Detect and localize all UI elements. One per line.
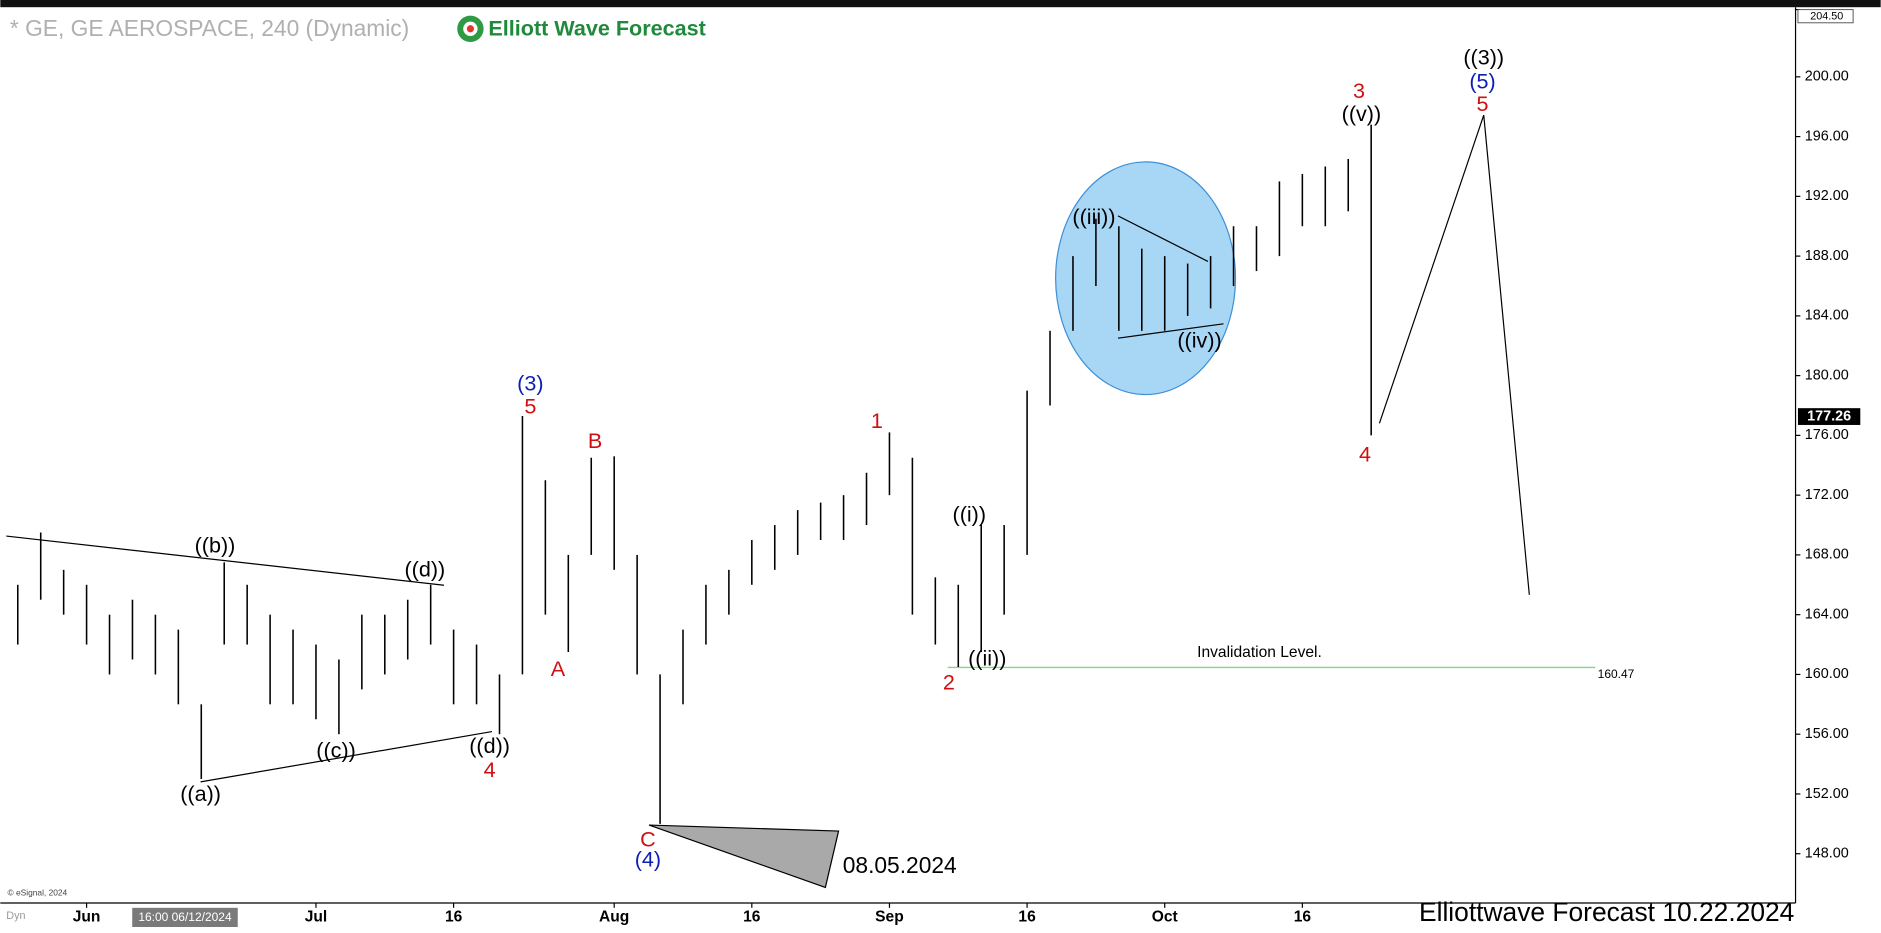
wave-label: ((iii)) (1072, 204, 1115, 229)
wedge-line (6, 535, 445, 586)
y-tick-box (1797, 9, 1854, 24)
wave-label: (4) (635, 847, 661, 872)
wave-label: ((d)) (404, 557, 445, 582)
wave-label: 3 (1353, 78, 1365, 103)
y-tick-label: 172.00 (1805, 487, 1849, 503)
y-tick-label: 164.00 (1805, 606, 1849, 622)
wave-label: B (588, 428, 602, 453)
wave-label: ((i)) (953, 501, 987, 526)
source: © eSignal, 2024 (8, 888, 68, 898)
x-tick-label: Sep (875, 909, 904, 926)
y-tick-label: 148.00 (1805, 846, 1849, 862)
y-tick-label: 188.00 (1805, 248, 1849, 264)
wave-label: 5 (1477, 91, 1489, 116)
x-tick-label: 16 (743, 909, 761, 926)
highlight-circle (1055, 161, 1237, 396)
cursor-label: 16:00 06/12/2024 (138, 910, 232, 924)
wave-label: 5 (524, 393, 536, 418)
x-tick-label: Jun (73, 909, 101, 926)
y-tick-label: 200.00 (1805, 69, 1849, 85)
wave-label: ((c)) (316, 738, 356, 763)
wave-label: 1 (871, 408, 883, 433)
cursor-box (132, 907, 238, 928)
chart-title: * GE, GE AEROSPACE, 240 (Dynamic) (10, 15, 409, 41)
y-tick-label: 204.50 (1810, 11, 1843, 23)
x-tick-label: Oct (1152, 909, 1178, 926)
y-tick-label: 152.00 (1805, 786, 1849, 802)
invalidation-value: 160.47 (1598, 667, 1635, 681)
triangle-line (1117, 323, 1224, 339)
y-tick-label: 168.00 (1805, 547, 1849, 563)
x-tick-label: 16 (1018, 909, 1036, 926)
y-tick-label: 160.00 (1805, 666, 1849, 682)
last-price-box (1797, 408, 1861, 425)
wave-label: ((iv)) (1177, 327, 1221, 352)
wave-label: 4 (1359, 441, 1371, 466)
y-tick-label: 176.00 (1805, 427, 1849, 443)
wave-label: (5) (1469, 68, 1495, 93)
projection-path (1378, 114, 1530, 595)
x-tick-label: Aug (599, 909, 629, 926)
time-marker (648, 824, 840, 889)
wave-label: C (640, 826, 656, 851)
wave-label: ((a)) (180, 781, 221, 806)
wave-label: A (551, 656, 566, 681)
wave-label: ((v)) (1342, 101, 1382, 126)
x-tick-label: Jul (305, 909, 328, 926)
y-tick-label: 156.00 (1805, 726, 1849, 742)
x-tick-label: 16 (1294, 909, 1312, 926)
wave-label: ((ii)) (968, 645, 1006, 670)
y-tick-label: 192.00 (1805, 188, 1849, 204)
footer: Elliottwave Forecast 10.22.2024 (1419, 897, 1794, 927)
y-tick-label: 184.00 (1805, 308, 1849, 324)
triangle-line (1117, 215, 1209, 262)
wave-label: ((3)) (1463, 44, 1504, 69)
last-price-label: 177.26 (1807, 408, 1851, 424)
y-tick-label: 180.00 (1805, 367, 1849, 383)
wedge-line (200, 730, 493, 783)
y-tick-label: 196.00 (1805, 128, 1849, 144)
wave-label: 4 (484, 757, 496, 782)
wave-label: ((b)) (195, 533, 236, 558)
logo-text: Elliott Wave Forecast (488, 16, 705, 41)
top-bar (0, 0, 1881, 8)
wave-label: 08.05.2024 (843, 852, 957, 878)
x-tick-label: 16 (445, 909, 463, 926)
wave-label: ((d)) (469, 733, 510, 758)
invalidation-label: Invalidation Level. (1197, 644, 1322, 661)
logo-icon (466, 25, 474, 33)
wave-label: (3) (517, 371, 543, 396)
mode: Dyn (6, 910, 25, 922)
wave-label: 2 (943, 669, 955, 694)
